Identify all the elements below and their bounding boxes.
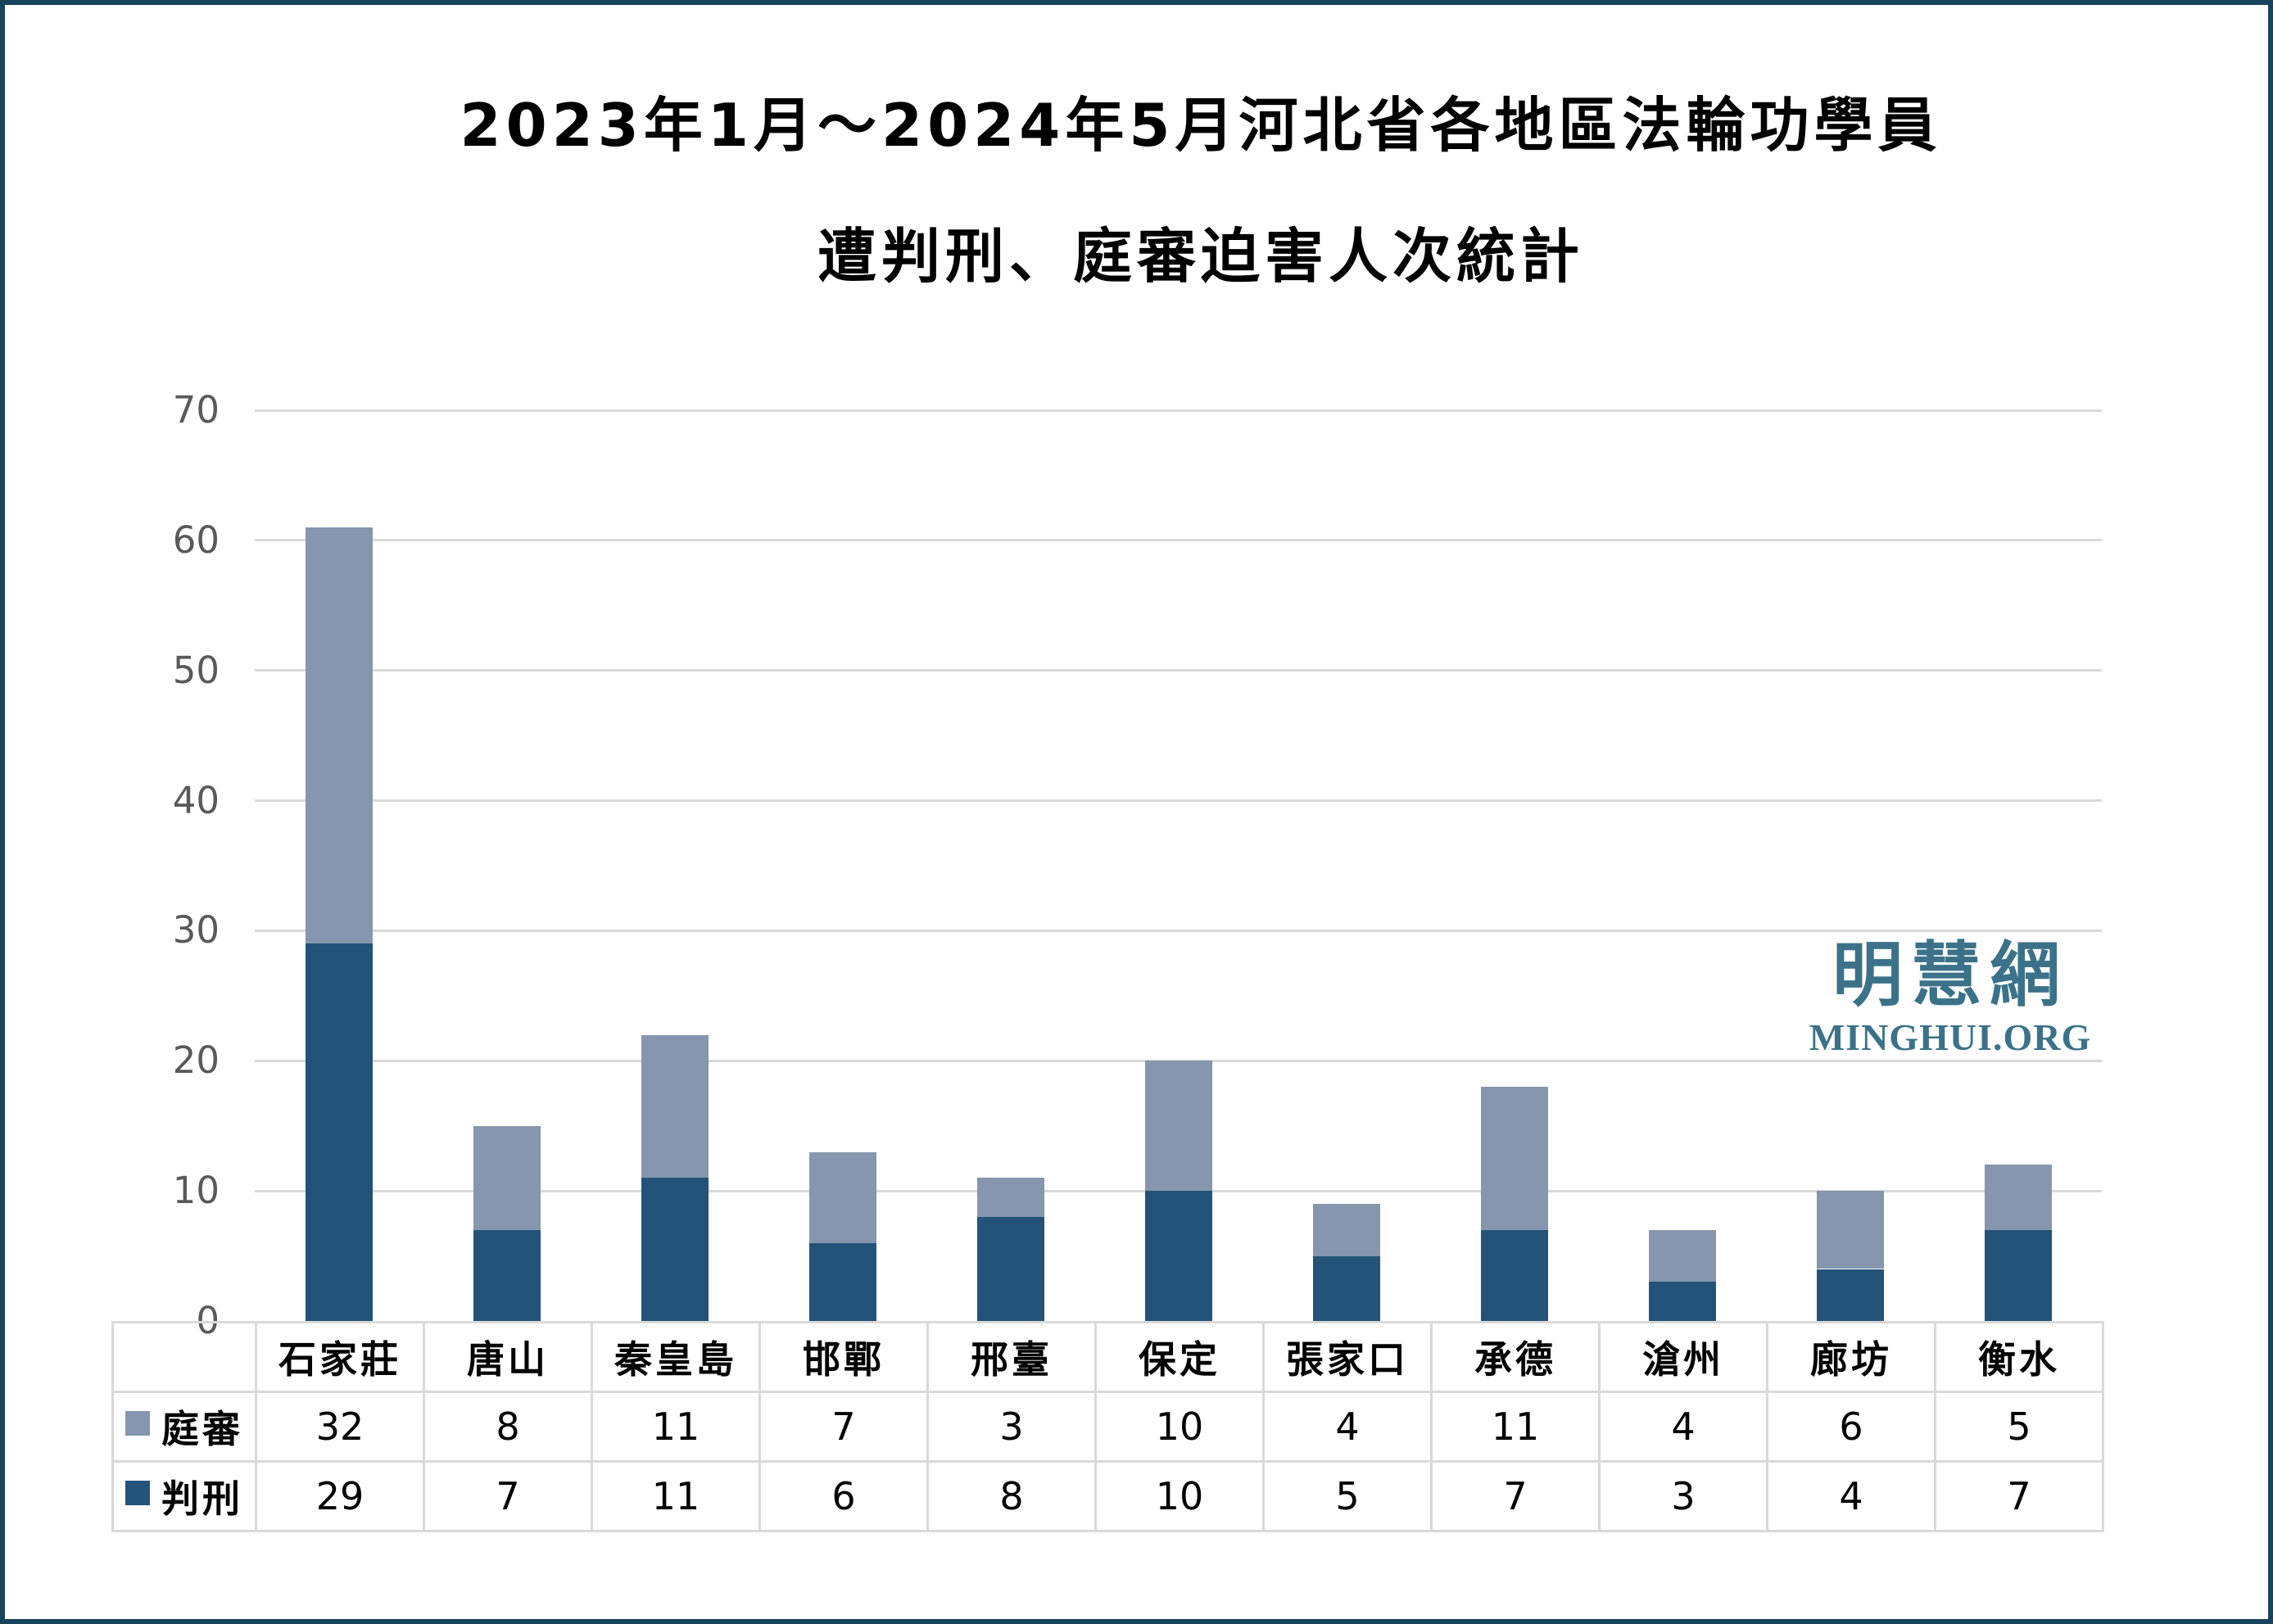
bar-segment	[1984, 1165, 2052, 1230]
bar-segment	[473, 1125, 541, 1230]
value-cell: 3	[926, 1391, 1097, 1463]
legend-key-swatch	[125, 1481, 150, 1505]
gridline	[255, 669, 2102, 672]
bar-segment	[1816, 1269, 1884, 1321]
bar-segment	[1648, 1282, 1716, 1321]
city-header-cell: 石家莊	[255, 1321, 425, 1393]
y-axis-tick-label: 60	[172, 518, 220, 562]
bar-segment	[1144, 1191, 1212, 1321]
bar-segment	[641, 1178, 709, 1321]
bar-segment	[808, 1242, 876, 1321]
bar-segment	[976, 1216, 1044, 1321]
value-cell: 7	[758, 1391, 929, 1463]
city-header-cell: 邯鄲	[758, 1321, 929, 1393]
bar-segment	[808, 1151, 876, 1243]
table-row: 庭審 32 8 11 7 3 10 4 11 4 6 5	[111, 1391, 2104, 1463]
bar-segment	[1984, 1229, 2052, 1321]
value-cell: 10	[1094, 1460, 1265, 1532]
bar-segment	[1648, 1229, 1716, 1282]
legend-cell: 庭審	[111, 1391, 257, 1463]
bar-segment	[1312, 1255, 1380, 1321]
bar-segment	[1144, 1061, 1212, 1192]
table-row: 判刑 29 7 11 6 8 10 5 7 3 4 7	[111, 1460, 2104, 1532]
value-cell: 4	[1262, 1391, 1433, 1463]
city-header-cell: 承德	[1430, 1321, 1601, 1393]
value-cell: 8	[926, 1460, 1097, 1532]
value-cell: 6	[1766, 1391, 1936, 1463]
bar-segment	[1816, 1191, 1884, 1269]
value-cell: 7	[1430, 1460, 1601, 1532]
value-cell: 7	[1934, 1460, 2104, 1532]
bar-segment	[976, 1178, 1044, 1217]
city-header-cell: 邢臺	[926, 1321, 1097, 1393]
legend-label: 判刑	[161, 1477, 243, 1521]
gridline	[255, 799, 2102, 803]
table-corner-cell	[111, 1321, 257, 1393]
value-cell: 6	[758, 1460, 929, 1532]
value-cell: 8	[423, 1391, 593, 1463]
gridline	[255, 409, 2102, 412]
value-cell: 32	[255, 1391, 425, 1463]
y-axis-tick-label: 30	[172, 908, 220, 952]
value-cell: 11	[591, 1460, 761, 1532]
minghui-watermark-cjk: 明慧網	[1832, 934, 2068, 1016]
y-axis-tick-label: 70	[172, 388, 220, 432]
minghui-watermark: 明慧網 MINGHUI.ORG	[1758, 940, 2143, 1056]
city-header-cell: 唐山	[423, 1321, 593, 1393]
y-axis-tick-label: 40	[172, 778, 220, 822]
legend-label: 庭審	[161, 1407, 243, 1451]
bar-segment	[1480, 1229, 1548, 1321]
bar-segment	[641, 1034, 709, 1178]
value-cell: 11	[591, 1391, 761, 1463]
value-cell: 7	[423, 1460, 593, 1532]
city-header-cell: 保定	[1094, 1321, 1265, 1393]
city-header-cell: 衡水	[1934, 1321, 2104, 1393]
value-cell: 3	[1598, 1460, 1768, 1532]
data-table: 石家莊 唐山 秦皇島 邯鄲 邢臺 保定 張家口 承德 滄州 廊坊 衡水 庭審 32 8 11 7 3 10 4 11 4…	[111, 1321, 2104, 1532]
y-axis-tick-label: 10	[172, 1169, 220, 1213]
minghui-watermark-latin: MINGHUI.ORG	[1809, 1016, 2092, 1058]
gridline	[255, 929, 2102, 932]
value-cell: 11	[1430, 1391, 1601, 1463]
bar-segment	[473, 1229, 541, 1321]
value-cell: 4	[1598, 1391, 1768, 1463]
gridline	[255, 539, 2102, 542]
value-cell: 4	[1766, 1460, 1936, 1532]
chart-title-line1: 2023年1月～2024年5月河北省各地區法輪功學員	[460, 91, 1942, 160]
value-cell: 10	[1094, 1391, 1265, 1463]
y-axis-tick-label: 50	[172, 648, 220, 692]
city-header-cell: 廊坊	[1766, 1321, 1936, 1393]
legend-cell: 判刑	[111, 1460, 257, 1532]
city-header-cell: 張家口	[1262, 1321, 1433, 1393]
legend-key-swatch	[125, 1411, 150, 1436]
value-cell: 5	[1262, 1460, 1433, 1532]
bar-segment	[1312, 1204, 1380, 1256]
value-cell: 29	[255, 1460, 425, 1532]
city-header-cell: 秦皇島	[591, 1321, 761, 1393]
bar-segment	[1480, 1087, 1548, 1230]
bar-segment	[305, 943, 373, 1321]
y-axis-tick-label: 20	[172, 1038, 220, 1083]
value-cell: 5	[1934, 1391, 2104, 1463]
bar-segment	[305, 527, 373, 944]
chart-title-line2: 遭判刑、庭審迫害人次統計	[817, 222, 1584, 291]
city-header-cell: 滄州	[1598, 1321, 1768, 1393]
